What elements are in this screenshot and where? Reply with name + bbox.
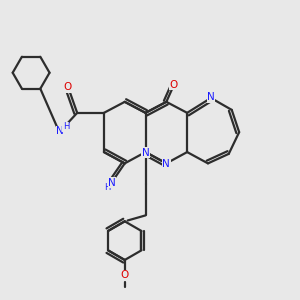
Text: N: N [56,126,64,136]
Text: H: H [63,122,69,131]
Text: H: H [104,183,110,192]
Text: N: N [163,159,170,169]
Text: O: O [120,270,128,280]
Text: O: O [63,82,71,92]
Text: N: N [108,178,116,188]
Text: N: N [207,92,215,102]
Text: N: N [142,148,149,158]
Text: O: O [169,80,177,90]
